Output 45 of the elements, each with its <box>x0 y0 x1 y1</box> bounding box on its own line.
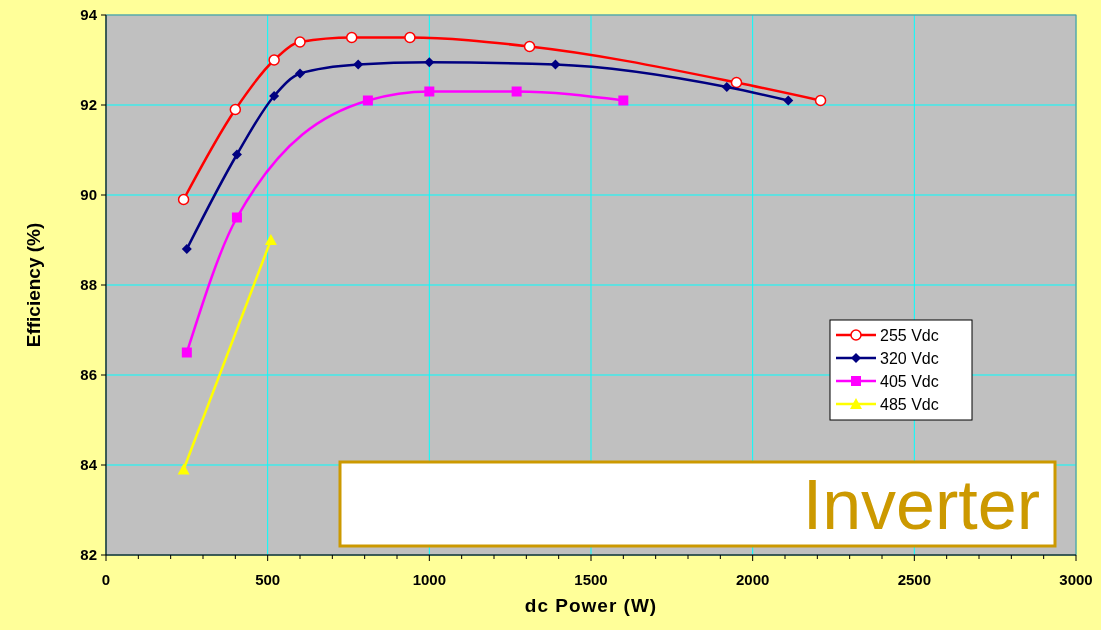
point <box>550 59 561 70</box>
point <box>404 31 416 44</box>
x-tick-label: 3000 <box>1059 571 1093 588</box>
point <box>362 95 373 106</box>
point <box>177 193 190 206</box>
point <box>353 59 364 70</box>
y-axis-title: Efficiency (%) <box>23 222 44 348</box>
point <box>511 86 522 97</box>
point <box>424 86 435 97</box>
y-tick-label: 92 <box>80 96 97 114</box>
point <box>181 347 192 358</box>
point <box>231 149 242 160</box>
x-tick-label: 1000 <box>412 571 447 588</box>
point <box>295 68 305 79</box>
legend-label: 485 Vdc <box>880 395 939 413</box>
y-tick-label: 90 <box>80 186 97 204</box>
point <box>229 103 242 116</box>
point <box>424 57 435 68</box>
legend-label: 320 Vdc <box>880 349 939 367</box>
point <box>721 82 732 92</box>
point <box>730 76 743 89</box>
x-tick-label: 1500 <box>574 571 608 588</box>
point <box>268 54 280 66</box>
point <box>181 244 192 254</box>
point <box>814 94 827 107</box>
x-tick-label: 500 <box>255 571 281 588</box>
y-tick-label: 94 <box>80 6 98 24</box>
x-axis-title: dc Power (W) <box>524 595 658 616</box>
annotation: Inverter <box>802 465 1040 544</box>
x-tick-label: 2000 <box>735 571 770 588</box>
point <box>523 40 536 53</box>
point <box>294 36 306 48</box>
point <box>269 91 280 101</box>
x-tick-label: 2500 <box>897 571 932 588</box>
y-tick-label: 84 <box>80 456 98 474</box>
y-tick-label: 88 <box>80 276 97 294</box>
point <box>783 95 794 106</box>
point <box>231 212 242 223</box>
y-tick-label: 86 <box>80 366 97 384</box>
legend-label: 255 Vdc <box>880 326 939 344</box>
x-tick-label: 0 <box>101 571 111 588</box>
y-tick-label: 82 <box>80 546 97 564</box>
legend-label: 405 Vdc <box>880 372 939 390</box>
point <box>345 31 358 44</box>
point <box>618 95 629 106</box>
